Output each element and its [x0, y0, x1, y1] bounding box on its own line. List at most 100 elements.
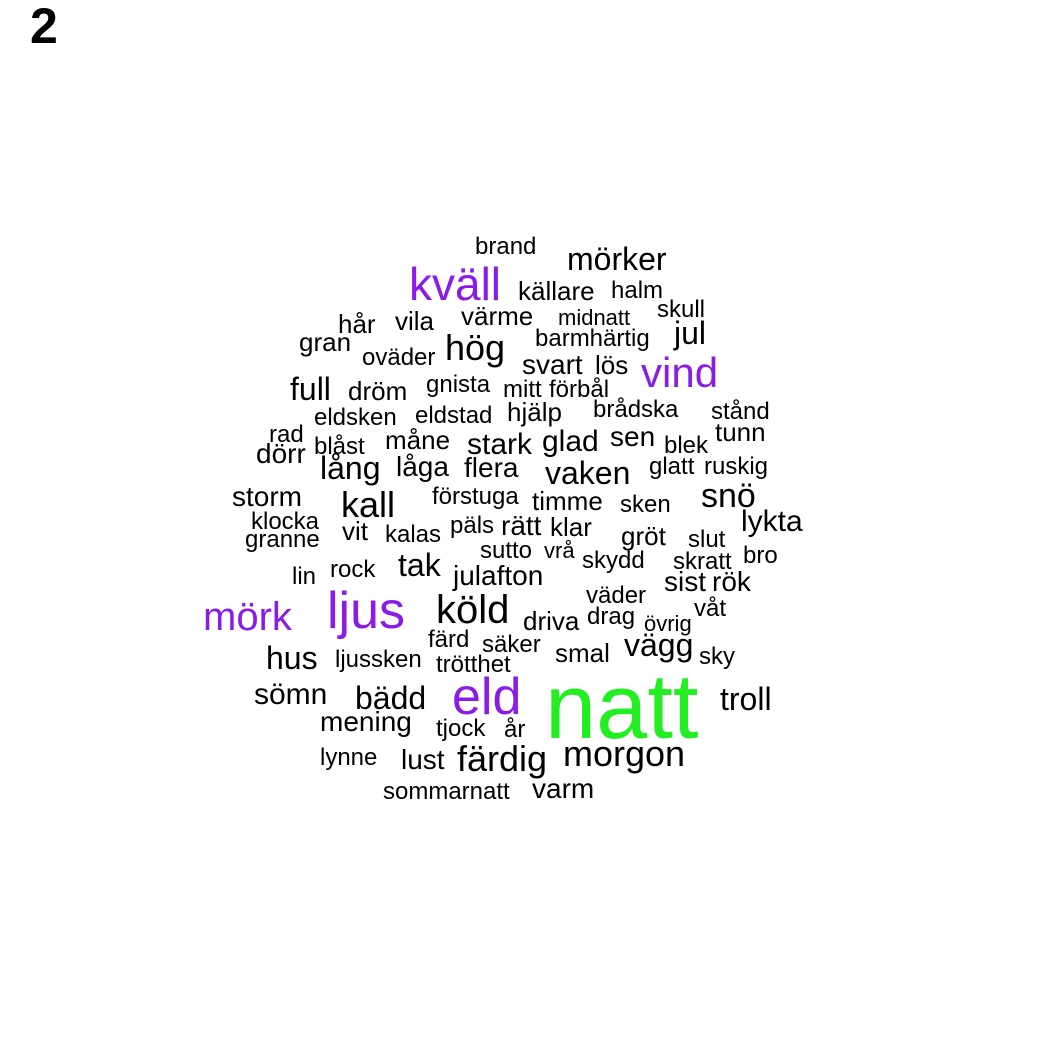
- word-full: full: [290, 371, 331, 407]
- word-drag: drag: [587, 603, 635, 630]
- word-klocka: klocka: [251, 508, 320, 535]
- word-gnista: gnista: [426, 371, 491, 398]
- word-mörk: mörk: [203, 595, 293, 639]
- word-ruskig: ruskig: [704, 453, 768, 480]
- word-rad: rad: [269, 421, 304, 448]
- word-vrå: vrå: [544, 538, 575, 563]
- word-julafton: julafton: [452, 560, 543, 591]
- word-storm: storm: [232, 481, 302, 512]
- word-tak: tak: [398, 547, 442, 583]
- word-måne: måne: [385, 425, 450, 455]
- word-vila: vila: [395, 306, 435, 336]
- word-mitt: mitt: [503, 376, 542, 403]
- word-mening: mening: [320, 706, 412, 737]
- word-dörr: dörr: [256, 438, 306, 469]
- word-gran: gran: [299, 327, 351, 357]
- word-glatt: glatt: [649, 453, 695, 480]
- word-tunn: tunn: [715, 417, 766, 447]
- word-kväll: kväll: [409, 258, 501, 310]
- word-våt: våt: [694, 595, 726, 622]
- word-skull: skull: [657, 296, 705, 323]
- word-eldsken: eldsken: [314, 404, 397, 431]
- word-värme: värme: [461, 301, 533, 331]
- word-sist: sist: [664, 566, 706, 597]
- word-granne: granne: [245, 526, 320, 553]
- word-vind: vind: [641, 349, 718, 396]
- word-jul: jul: [673, 315, 706, 351]
- word-dröm: dröm: [348, 376, 407, 406]
- word-barmhärtig: barmhärtig: [535, 325, 650, 352]
- word-smal: smal: [555, 638, 610, 668]
- word-halm: halm: [611, 277, 663, 304]
- word-lös: lös: [595, 350, 628, 380]
- word-rök: rök: [712, 566, 752, 597]
- word-oväder: oväder: [362, 344, 435, 371]
- word-skratt: skratt: [673, 548, 732, 575]
- word-snö: snö: [701, 477, 756, 515]
- word-varm: varm: [532, 773, 594, 804]
- word-färd: färd: [428, 626, 469, 653]
- word-mörker: mörker: [567, 241, 667, 277]
- word-vit: vit: [342, 516, 369, 546]
- word-sommarnatt: sommarnatt: [383, 778, 510, 805]
- word-svart: svart: [522, 349, 583, 380]
- word-källare: källare: [518, 276, 595, 306]
- word-blek: blek: [664, 432, 709, 459]
- word-låga: låga: [396, 451, 449, 482]
- word-eldstad: eldstad: [415, 402, 492, 429]
- word-stånd: stånd: [711, 398, 770, 425]
- word-gröt: gröt: [621, 521, 667, 551]
- word-kall: kall: [341, 484, 395, 525]
- word-skydd: skydd: [582, 547, 645, 574]
- word-hjälp: hjälp: [507, 397, 562, 427]
- word-bro: bro: [743, 542, 778, 569]
- word-glad: glad: [542, 425, 599, 458]
- panel-label: 2: [30, 0, 58, 54]
- word-lykta: lykta: [741, 505, 803, 538]
- word-driva: driva: [523, 606, 580, 636]
- word-rätt: rätt: [501, 510, 542, 541]
- word-slut: slut: [688, 526, 726, 553]
- word-förstuga: förstuga: [432, 483, 519, 510]
- word-hus: hus: [266, 640, 318, 676]
- word-trötthet: trötthet: [436, 651, 511, 678]
- word-ljussken: ljussken: [335, 646, 422, 673]
- word-lin: lin: [292, 563, 316, 590]
- word-hög: hög: [445, 327, 505, 368]
- word-säker: säker: [482, 631, 541, 658]
- word-eld: eld: [452, 668, 521, 726]
- word-brådska: brådska: [593, 396, 679, 423]
- word-lynne: lynne: [320, 744, 377, 771]
- word-flera: flera: [464, 452, 519, 483]
- word-stark: stark: [467, 428, 533, 461]
- word-klar: klar: [550, 512, 592, 542]
- word-färdig: färdig: [457, 738, 547, 779]
- word-hår: hår: [338, 309, 376, 339]
- word-övrig: övrig: [644, 611, 692, 636]
- word-sky: sky: [699, 643, 735, 670]
- word-vaken: vaken: [545, 455, 630, 491]
- word-natt: natt: [545, 656, 698, 758]
- word-päls: päls: [450, 512, 494, 539]
- word-sutto: sutto: [480, 537, 532, 564]
- word-väder: väder: [586, 582, 646, 609]
- word-brand: brand: [475, 233, 536, 260]
- word-år: år: [504, 716, 525, 743]
- word-lång: lång: [320, 450, 381, 486]
- word-blåst: blåst: [314, 433, 365, 460]
- word-förbål: förbål: [549, 376, 609, 403]
- word-midnatt: midnatt: [558, 305, 630, 330]
- word-köld: köld: [436, 588, 509, 632]
- word-rock: rock: [330, 556, 376, 583]
- word-sken: sken: [620, 491, 671, 518]
- word-lust: lust: [401, 744, 445, 775]
- word-vägg: vägg: [624, 627, 693, 663]
- word-bädd: bädd: [355, 680, 426, 716]
- word-troll: troll: [720, 681, 772, 717]
- word-ljus: ljus: [327, 582, 405, 640]
- word-sen: sen: [610, 421, 655, 452]
- word-sömn: sömn: [254, 678, 327, 711]
- word-morgon: morgon: [563, 733, 685, 774]
- word-kalas: kalas: [385, 521, 441, 548]
